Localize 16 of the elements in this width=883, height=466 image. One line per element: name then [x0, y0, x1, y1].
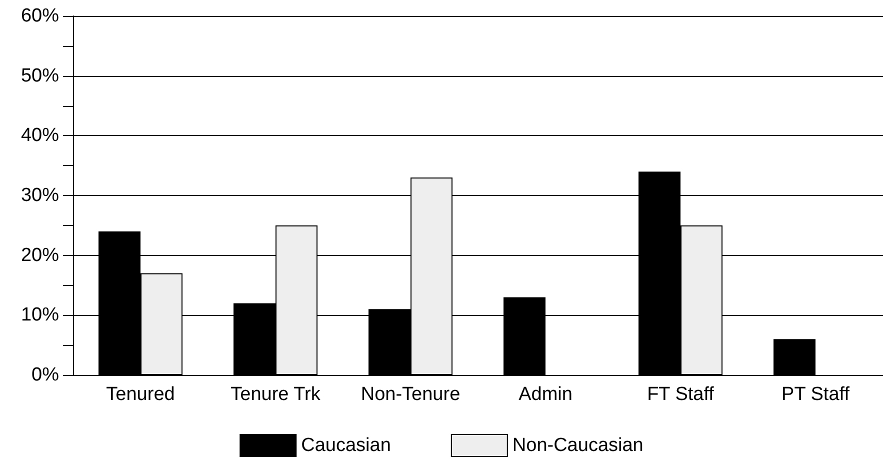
legend-label: Non-Caucasian: [512, 435, 644, 456]
x-tick-label: Admin: [518, 384, 572, 405]
x-tick-label: PT Staff: [782, 384, 850, 405]
legend-label: Caucasian: [301, 435, 391, 456]
x-tick-label: Non-Tenure: [360, 384, 460, 405]
x-tick-label: Tenured: [106, 384, 175, 405]
x-tick-label: FT Staff: [647, 384, 715, 405]
y-tick-label: 30%: [20, 185, 60, 206]
y-tick-label: 50%: [20, 65, 60, 86]
bar: [774, 339, 816, 375]
y-tick-label: 40%: [20, 125, 60, 146]
y-tick-label: 20%: [20, 244, 60, 266]
y-tick-label: 60%: [20, 6, 60, 26]
y-tick-label: 0%: [32, 364, 60, 386]
y-tick-label: 10%: [20, 304, 60, 326]
x-tick-label: Tenure Trk: [230, 384, 321, 405]
